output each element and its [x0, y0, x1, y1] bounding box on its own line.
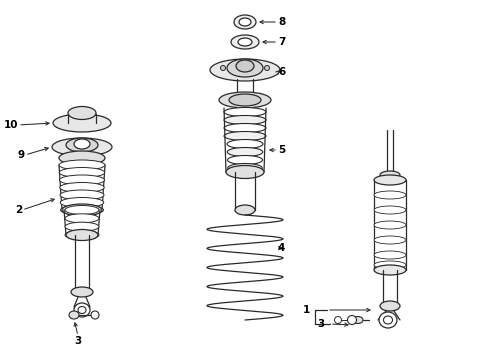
Ellipse shape [236, 60, 253, 72]
Ellipse shape [78, 306, 86, 314]
Text: 7: 7 [278, 37, 285, 47]
Ellipse shape [71, 287, 93, 297]
Ellipse shape [373, 251, 405, 259]
Ellipse shape [74, 303, 90, 317]
Ellipse shape [52, 138, 112, 156]
Text: 4: 4 [278, 243, 285, 253]
Text: 3: 3 [74, 336, 81, 346]
Ellipse shape [228, 94, 261, 106]
Ellipse shape [264, 66, 269, 71]
Ellipse shape [91, 311, 99, 319]
Ellipse shape [65, 214, 99, 223]
Ellipse shape [235, 205, 254, 215]
Ellipse shape [53, 114, 111, 132]
Ellipse shape [352, 316, 362, 324]
Ellipse shape [65, 222, 99, 231]
Text: 6: 6 [278, 67, 285, 77]
Ellipse shape [65, 206, 99, 215]
Ellipse shape [224, 116, 265, 125]
Text: 2: 2 [15, 205, 22, 215]
Ellipse shape [61, 205, 103, 215]
Ellipse shape [219, 92, 270, 108]
Ellipse shape [234, 15, 256, 29]
Text: 3: 3 [317, 319, 325, 329]
Ellipse shape [60, 198, 103, 207]
Ellipse shape [378, 312, 396, 328]
Ellipse shape [68, 107, 96, 120]
Ellipse shape [373, 175, 405, 185]
Ellipse shape [69, 311, 79, 319]
Text: 9: 9 [18, 150, 25, 160]
Ellipse shape [227, 148, 262, 157]
Ellipse shape [74, 139, 90, 149]
Ellipse shape [334, 316, 341, 324]
Ellipse shape [373, 191, 405, 199]
Ellipse shape [62, 204, 102, 216]
Text: 1: 1 [302, 305, 309, 315]
Ellipse shape [379, 171, 399, 179]
Ellipse shape [59, 151, 105, 165]
Ellipse shape [59, 160, 105, 170]
Ellipse shape [60, 190, 104, 200]
Ellipse shape [347, 315, 356, 324]
Ellipse shape [225, 166, 264, 179]
Ellipse shape [226, 140, 263, 149]
Ellipse shape [226, 59, 263, 77]
Ellipse shape [373, 206, 405, 214]
Ellipse shape [373, 261, 405, 269]
Ellipse shape [209, 59, 280, 81]
Text: 5: 5 [278, 145, 285, 155]
Ellipse shape [60, 175, 104, 185]
Ellipse shape [227, 163, 262, 172]
Ellipse shape [224, 131, 265, 140]
Ellipse shape [66, 138, 98, 152]
Ellipse shape [65, 230, 99, 239]
Ellipse shape [383, 316, 392, 324]
Ellipse shape [59, 167, 104, 177]
Ellipse shape [230, 35, 259, 49]
Ellipse shape [224, 123, 265, 132]
Text: 8: 8 [278, 17, 285, 27]
Text: 10: 10 [3, 120, 18, 130]
Ellipse shape [66, 230, 98, 240]
Ellipse shape [227, 156, 262, 165]
Ellipse shape [373, 236, 405, 244]
Ellipse shape [224, 108, 265, 117]
Ellipse shape [379, 301, 399, 311]
Ellipse shape [373, 265, 405, 275]
Ellipse shape [373, 221, 405, 229]
Ellipse shape [220, 66, 225, 71]
Ellipse shape [60, 183, 104, 193]
Ellipse shape [239, 18, 250, 26]
Ellipse shape [238, 38, 251, 46]
